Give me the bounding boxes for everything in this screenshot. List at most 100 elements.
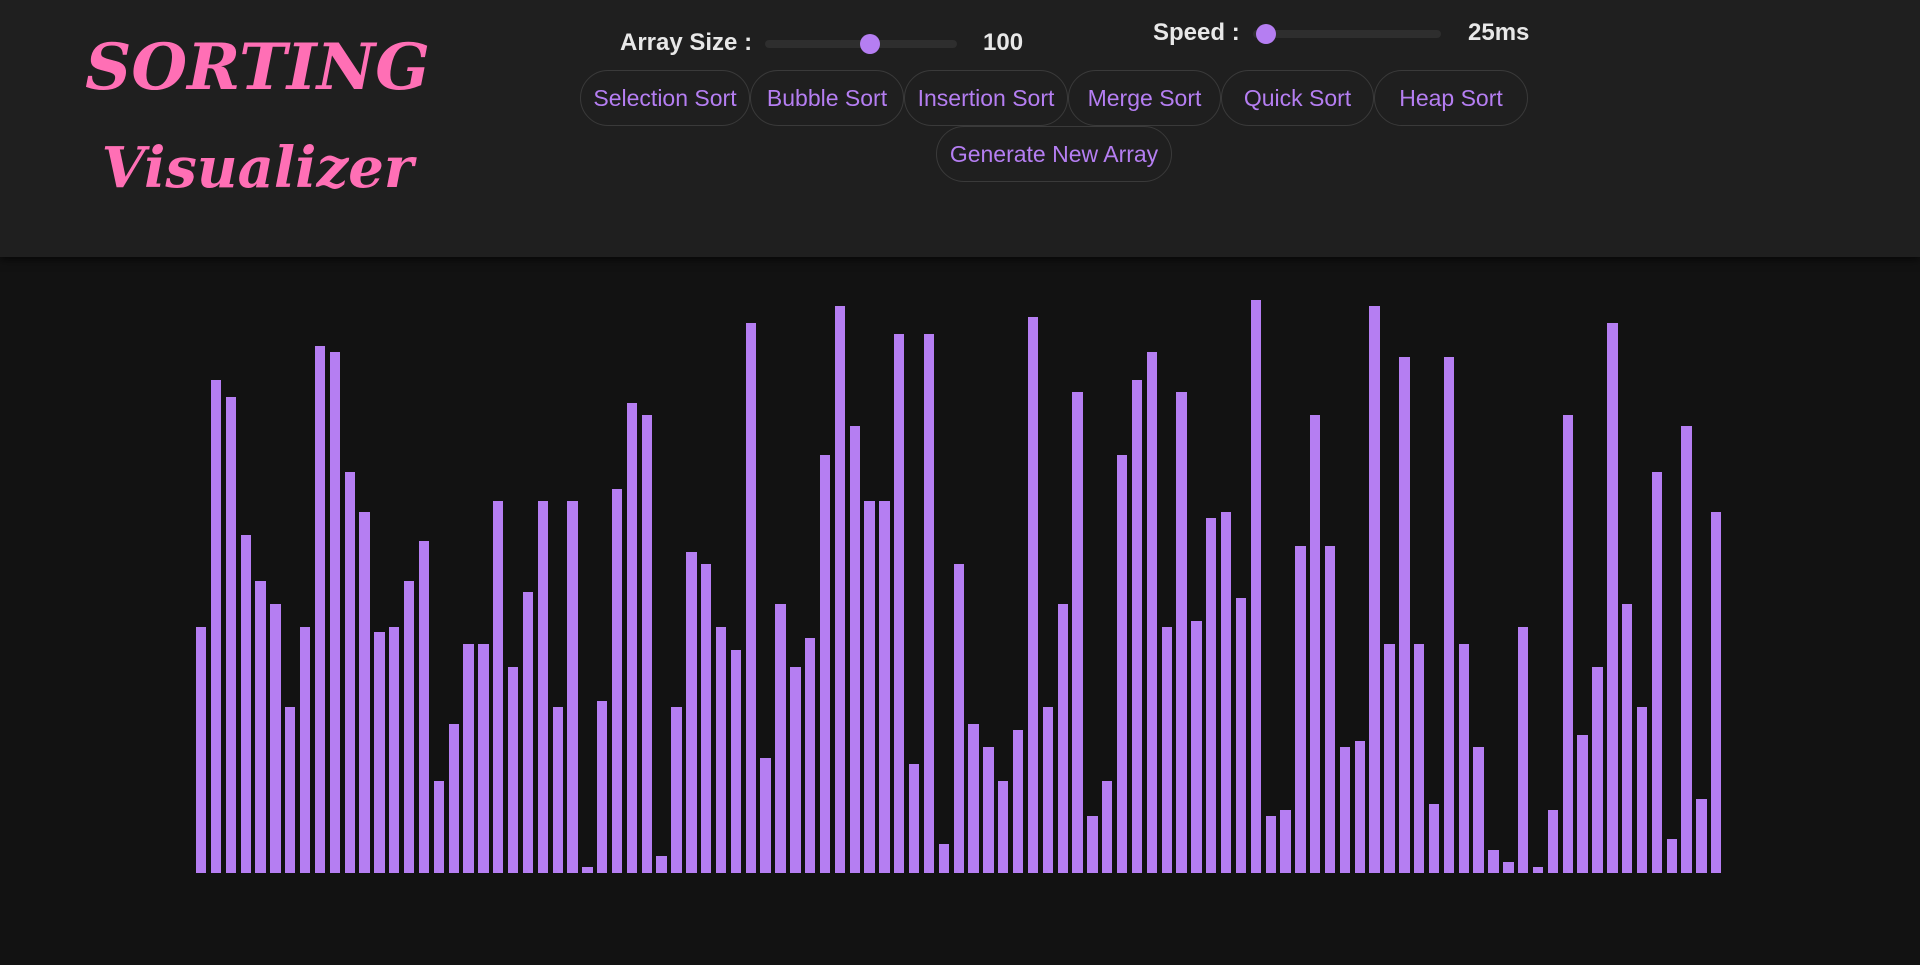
heap-sort-button[interactable]: Heap Sort (1374, 70, 1528, 126)
array-bar (1622, 603, 1633, 873)
array-bar (1191, 620, 1202, 873)
array-bar (1592, 666, 1603, 873)
array-bar (1220, 512, 1232, 873)
array-bar (819, 454, 831, 873)
array-bar (834, 305, 846, 873)
array-bar (1280, 809, 1291, 873)
array-size-label: Array Size : (620, 29, 753, 56)
array-bar (1369, 305, 1380, 873)
array-bar (567, 500, 578, 873)
array-size-value: 100 (983, 29, 1024, 56)
array-bar (760, 758, 771, 873)
array-bar (938, 844, 950, 873)
app-logo: SORTING Visualizer (60, 20, 455, 220)
array-bar (314, 345, 326, 873)
array-bar (1428, 804, 1440, 873)
array-bar (849, 426, 860, 873)
array-bar (1532, 867, 1544, 873)
merge-sort-button[interactable]: Merge Sort (1068, 70, 1221, 126)
array-bar (1443, 357, 1455, 873)
array-bar (1473, 746, 1484, 873)
array-bar (671, 706, 682, 873)
array-bar (1116, 454, 1128, 873)
logo-title-line1: SORTING (85, 30, 430, 105)
generate-new-array-button[interactable]: Generate New Array (936, 126, 1172, 182)
array-bar (775, 603, 786, 873)
array-bar (1696, 798, 1707, 873)
array-bar (611, 489, 623, 873)
array-bar (255, 580, 266, 873)
array-bar (493, 500, 504, 873)
array-bar (909, 764, 920, 873)
array-bar (478, 643, 489, 873)
array-bar (1265, 815, 1276, 873)
array-bar (1666, 838, 1677, 873)
array-bar (1102, 781, 1113, 873)
array-bar (1235, 597, 1247, 873)
bubble-sort-button[interactable]: Bubble Sort (750, 70, 904, 126)
array-bar (1354, 741, 1365, 873)
array-bar (1250, 300, 1261, 873)
array-bar (923, 334, 935, 873)
array-bar (1488, 850, 1499, 873)
array-bar (299, 626, 311, 873)
quick-sort-button[interactable]: Quick Sort (1221, 70, 1374, 126)
array-bars-area (0, 257, 1920, 965)
array-bar (1577, 735, 1588, 873)
array-bar (1503, 861, 1514, 873)
array-bar (1681, 426, 1692, 873)
array-bar (1562, 414, 1573, 873)
array-bar (1012, 729, 1024, 873)
array-bar (225, 397, 237, 873)
array-bar (686, 552, 697, 873)
insertion-sort-button[interactable]: Insertion Sort (904, 70, 1068, 126)
array-bar (1072, 391, 1083, 873)
array-bar (1339, 746, 1351, 873)
array-bar (597, 701, 608, 873)
array-bar (1458, 643, 1469, 873)
array-bar (1206, 517, 1217, 873)
array-bar (715, 626, 727, 873)
array-bar (537, 500, 548, 873)
array-bar (433, 781, 444, 873)
array-bar (1651, 471, 1663, 873)
array-bar (879, 500, 890, 873)
array-bar (552, 706, 563, 873)
array-bar (285, 706, 296, 873)
selection-sort-button[interactable]: Selection Sort (580, 70, 750, 126)
array-bar (1087, 815, 1098, 873)
array-bar (730, 649, 742, 873)
array-bar (374, 632, 385, 873)
array-bar (701, 563, 712, 873)
array-bar (864, 500, 875, 873)
array-bar (240, 534, 251, 873)
array-bar (418, 540, 430, 873)
array-size-slider[interactable] (765, 34, 957, 54)
array-bar (359, 512, 370, 873)
array-bar (582, 867, 593, 873)
array-bar (1711, 512, 1722, 873)
array-bar (656, 855, 667, 873)
array-bar (805, 638, 816, 873)
array-bar (403, 580, 415, 873)
array-bar (1146, 351, 1158, 873)
array-bar (1414, 643, 1425, 873)
speed-slider-thumb[interactable] (1256, 24, 1277, 44)
array-bar (1042, 706, 1054, 873)
array-bar (507, 666, 519, 873)
array-bar (1057, 603, 1068, 873)
array-bar (210, 380, 222, 873)
array-bar (522, 592, 534, 873)
array-size-slider-thumb[interactable] (859, 34, 880, 54)
array-bar (745, 322, 756, 873)
speed-value: 25ms (1468, 19, 1530, 46)
array-bar (1384, 643, 1395, 873)
array-bar (344, 471, 355, 873)
array-bar (1399, 357, 1410, 873)
array-bar (953, 563, 964, 873)
array-bar (1131, 380, 1143, 873)
array-bar (983, 746, 994, 873)
speed-slider[interactable] (1253, 24, 1441, 44)
array-bar (790, 666, 801, 873)
logo-title-line2: Visualizer (101, 135, 414, 201)
